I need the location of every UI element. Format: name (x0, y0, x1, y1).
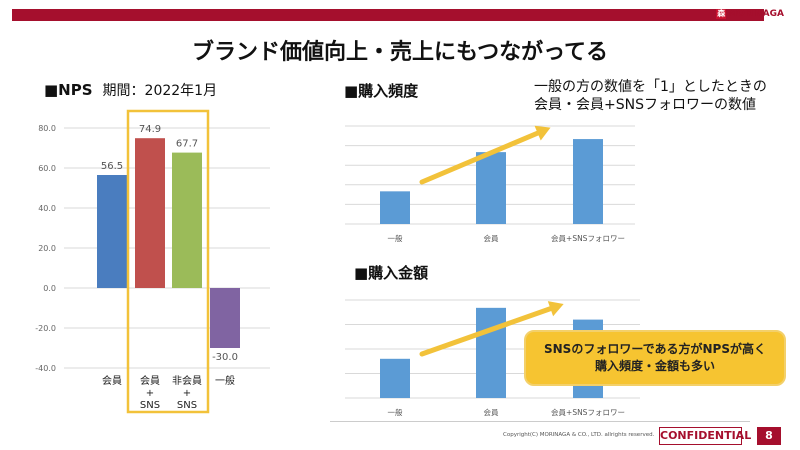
brand-mark-icon: 森 (716, 9, 727, 19)
confidential-badge: CONFIDENTIAL (659, 427, 751, 445)
nps-category-label: SNS (140, 400, 160, 411)
amount-category-label: 会員+SNSフォロワー (551, 407, 625, 417)
nps-value-label: -30.0 (212, 352, 238, 363)
normalization-note: 一般の方の数値を「1」としたときの 会員・会員+SNSフォロワーの数値 (534, 78, 767, 114)
nps-category-label: 非会員 (172, 374, 202, 387)
nps-ytick-label: -40.0 (35, 364, 56, 373)
nps-ytick-label: -20.0 (35, 324, 56, 333)
nps-ytick-label: 20.0 (38, 244, 56, 253)
footer-divider (330, 421, 750, 422)
nps-category-label: 会員 (140, 374, 160, 387)
nps-ytick-label: 80.0 (38, 124, 56, 133)
nps-bar (97, 175, 127, 288)
nps-ytick-label: 40.0 (38, 204, 56, 213)
amount-bar (476, 307, 506, 398)
amount-category-label: 会員 (484, 407, 499, 417)
note-line-1: 一般の方の数値を「1」としたときの (534, 79, 767, 95)
frequency-category-label: 会員+SNSフォロワー (551, 233, 625, 243)
frequency-category-label: 会員 (484, 233, 499, 243)
amount-trend-arrow (419, 303, 561, 357)
nps-category-label: + (146, 388, 154, 399)
header-bar (12, 9, 764, 21)
amount-bar (380, 358, 410, 398)
nps-period: 期間：2022年1月 (102, 83, 218, 99)
frequency-category-label: 一般 (388, 233, 403, 243)
frequency-bar (380, 191, 410, 224)
nps-bar (210, 288, 240, 348)
frequency-bar (476, 152, 506, 224)
copyright: Copyright(C) MORINAGA & CO., LTD. allrig… (503, 432, 655, 438)
frequency-bar (573, 139, 603, 224)
nps-value-label: 67.7 (176, 139, 198, 150)
nps-category-label: + (183, 388, 191, 399)
nps-category-label: 会員 (102, 374, 122, 387)
nps-title: ■NPS (44, 81, 93, 99)
frequency-trend-arrow (419, 127, 548, 185)
amount-chart-title: ■購入金額 (354, 264, 429, 282)
brand-logo: 森 MORINAGA (716, 9, 784, 19)
nps-value-label: 56.5 (101, 161, 123, 172)
nps-highlight-box (126, 109, 210, 414)
nps-ytick-label: 60.0 (38, 164, 56, 173)
callout-line-1: SNSのフォロワーである方がNPSが高く (544, 342, 766, 356)
page-number: 8 (757, 427, 781, 445)
callout-line-2: 購入頻度・金額も多い (594, 359, 715, 373)
frequency-chart-title: ■購入頻度 (344, 82, 419, 100)
amount-category-label: 一般 (388, 407, 403, 417)
nps-ytick-label: 0.0 (43, 284, 56, 293)
note-line-2: 会員・会員+SNSフォロワーの数値 (534, 97, 756, 113)
nps-bar (172, 152, 202, 288)
nps-category-label: SNS (177, 400, 197, 411)
amount-arrowhead-icon (547, 301, 564, 317)
nps-category-label: 一般 (215, 374, 235, 387)
brand-name: MORINAGA (728, 9, 784, 19)
nps-chart-title: ■NPS 期間：2022年1月 (44, 80, 217, 100)
nps-value-label: 74.9 (139, 124, 161, 135)
frequency-arrowhead-icon (534, 125, 551, 141)
summary-callout: SNSのフォロワーである方がNPSが高く 購入頻度・金額も多い (524, 330, 786, 386)
nps-bar (135, 138, 165, 288)
page-title: ブランド価値向上・売上にもつながってる (191, 40, 609, 65)
